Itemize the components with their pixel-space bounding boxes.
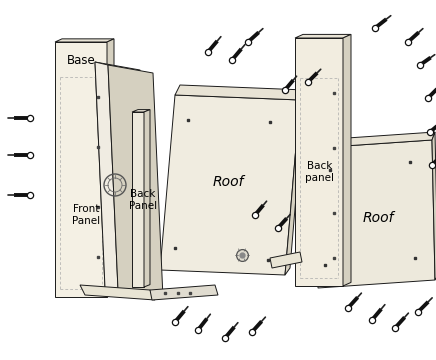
Polygon shape	[108, 65, 163, 298]
Polygon shape	[107, 39, 114, 297]
Polygon shape	[432, 132, 436, 280]
Polygon shape	[144, 109, 150, 287]
Text: Back
Panel: Back Panel	[129, 189, 157, 211]
Polygon shape	[315, 140, 435, 288]
Text: Front
Panel: Front Panel	[72, 204, 100, 226]
Polygon shape	[315, 132, 435, 148]
Polygon shape	[160, 95, 300, 275]
Text: Roof: Roof	[362, 211, 394, 225]
Polygon shape	[295, 35, 351, 38]
Polygon shape	[55, 39, 114, 42]
Polygon shape	[95, 62, 150, 296]
Polygon shape	[55, 42, 107, 297]
Text: Base: Base	[67, 54, 95, 67]
Polygon shape	[95, 62, 118, 290]
Text: Back
panel: Back panel	[306, 161, 334, 183]
Polygon shape	[175, 85, 305, 100]
Polygon shape	[132, 112, 144, 287]
Polygon shape	[343, 35, 351, 286]
Text: Roof: Roof	[212, 175, 244, 189]
Polygon shape	[132, 109, 150, 112]
Polygon shape	[285, 90, 305, 275]
Polygon shape	[270, 252, 302, 268]
Polygon shape	[80, 285, 155, 300]
Polygon shape	[295, 38, 343, 286]
Polygon shape	[150, 285, 218, 300]
